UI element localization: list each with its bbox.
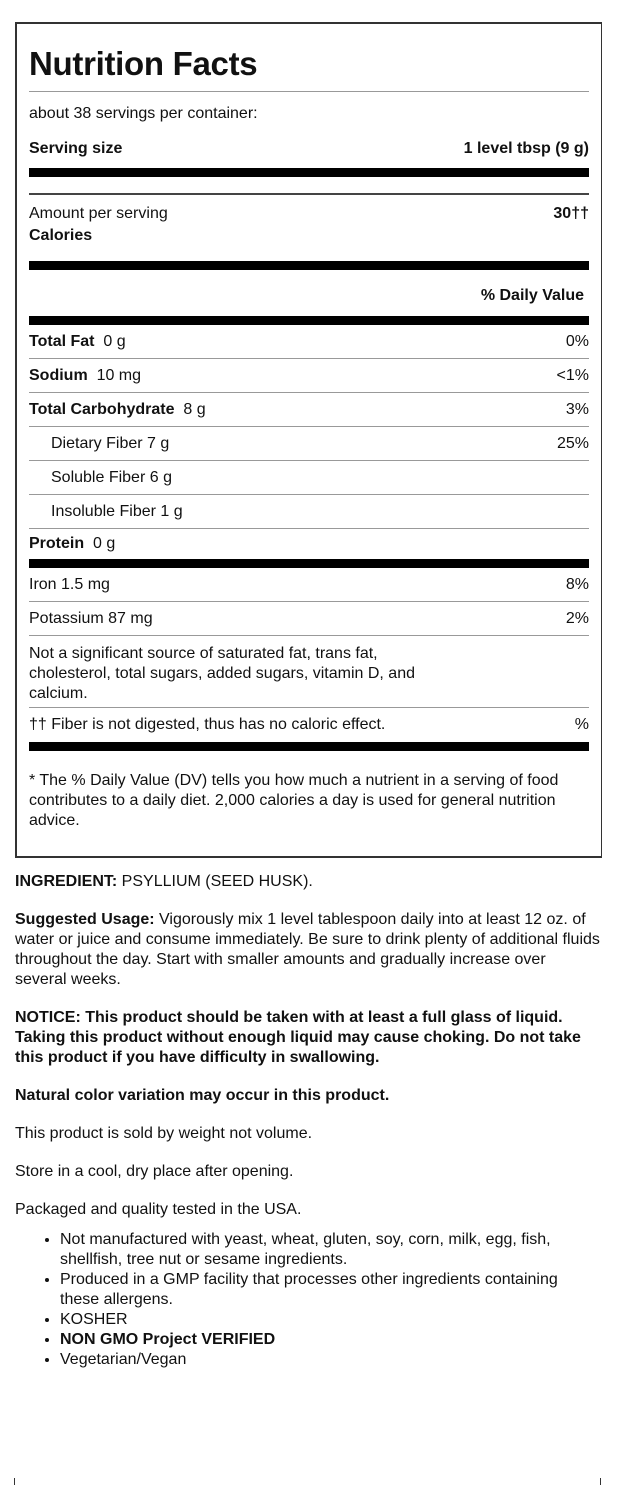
nutrient-row-dietary-fiber: Dietary Fiber 7 g 25% [29,427,589,461]
list-item: Not manufactured with yeast, wheat, glut… [60,1230,600,1270]
notice: NOTICE: This product should be taken wit… [15,1009,581,1066]
fiber-note-dv: % [574,716,589,733]
nutrient-name: Sodium [29,366,88,384]
divider-thick [29,316,589,325]
divider-thick [29,261,589,270]
list-item: Produced in a GMP facility that processe… [60,1270,600,1310]
nutrient-dv: <1% [556,366,589,384]
divider-thick [29,559,589,568]
ingredient-value: PSYLLIUM (SEED HUSK). [117,873,313,890]
calories-section: Amount per serving Calories 30†† [29,195,589,261]
amount-per-serving: Amount per serving [29,205,168,222]
nutrient-row-total-fat: Total Fat 0 g 0% [29,325,589,359]
nutrient-name: Total Fat [29,332,95,350]
ingredient-label: INGREDIENT: [15,873,118,890]
nutrient-amount: 0 g [103,332,126,350]
nutrient-name: Soluble Fiber 6 g [51,468,172,486]
serving-size-value: 1 level tbsp (9 g) [463,140,589,157]
border-tick [14,1478,15,1485]
servings-text: about 38 servings per container: [29,105,258,122]
calories-label: Calories [29,227,93,244]
serving-size-label: Serving size [29,140,123,157]
color-variation: Natural color variation may occur in thi… [15,1087,390,1104]
nutrient-name: Potassium 87 mg [29,609,153,627]
nutrient-dv: 3% [565,400,589,418]
serving-size-row: Serving size 1 level tbsp (9 g) [29,134,589,164]
nutrient-row-sodium: Sodium 10 mg <1% [29,359,589,393]
divider [29,177,589,195]
suggested-usage: Suggested Usage: Vigorously mix 1 level … [15,910,600,990]
nutrient-name: Iron 1.5 mg [29,575,110,593]
nutrient-name: Protein [29,535,85,552]
list-item: KOSHER [60,1310,600,1330]
nutrient-row-total-carbohydrate: Total Carbohydrate 8 g 3% [29,393,589,427]
list-item: NON GMO Project VERIFIED [60,1330,600,1350]
dv-footnote: * The % Daily Value (DV) tells you how m… [29,772,559,829]
nutrient-amount: 10 mg [96,366,142,384]
product-attributes-list: Not manufactured with yeast, wheat, glut… [15,1230,600,1370]
calories-value: 30†† [553,205,589,222]
nutrition-facts-label: Nutrition Facts about 38 servings per co… [15,22,602,858]
sold-by-weight: This product is sold by weight not volum… [15,1125,313,1142]
storage: Store in a cool, dry place after opening… [15,1163,294,1180]
nutrient-dv: 2% [565,609,589,627]
nutrient-row-soluble-fiber: Soluble Fiber 6 g [29,461,589,495]
usage-value: Vigorously mix 1 level tablespoon daily … [15,911,600,988]
divider-thick [29,168,589,177]
nutrient-row-insoluble-fiber: Insoluble Fiber 1 g [29,495,589,529]
nutrient-amount: 0 g [93,535,116,552]
nutrient-row-iron: Iron 1.5 mg 8% [29,568,589,602]
nutrient-dv: 0% [565,332,589,350]
usage-label: Suggested Usage: [15,911,155,928]
nutrient-amount: 8 g [183,400,206,418]
nutrient-name: Dietary Fiber 7 g [51,434,170,452]
ingredient: INGREDIENT: PSYLLIUM (SEED HUSK). [15,872,600,892]
nutrient-dv: 8% [565,575,589,593]
nutrient-dv: 25% [556,434,589,452]
not-significant-note: Not a significant source of saturated fa… [29,636,589,708]
product-info: INGREDIENT: PSYLLIUM (SEED HUSK). Sugges… [15,872,600,1370]
border-tick [600,1478,601,1485]
nutrient-name: Insoluble Fiber 1 g [51,502,183,520]
dv-header: % Daily Value [480,287,584,304]
fiber-note: †† Fiber is not digested, thus has no ca… [29,716,386,733]
nutrient-name: Total Carbohydrate [29,400,175,418]
divider-thick [29,742,589,751]
label-title: Nutrition Facts [29,24,589,92]
nutrient-row-protein: Protein 0 g [29,529,589,559]
nutrient-row-potassium: Potassium 87 mg 2% [29,602,589,636]
list-item: Vegetarian/Vegan [60,1350,600,1370]
fiber-note-row: †† Fiber is not digested, thus has no ca… [29,708,589,742]
servings-per-container: about 38 servings per container: [29,92,589,134]
packaged: Packaged and quality tested in the USA. [15,1201,302,1218]
